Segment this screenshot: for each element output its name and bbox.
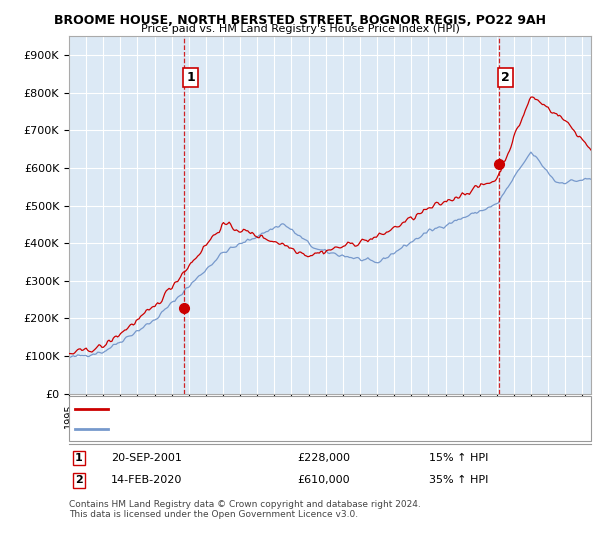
Text: 1: 1 <box>187 71 196 83</box>
Text: HPI: Average price, detached house, Arun: HPI: Average price, detached house, Arun <box>114 423 318 433</box>
Text: BROOME HOUSE, NORTH BERSTED STREET, BOGNOR REGIS, PO22 9AH (detached house): BROOME HOUSE, NORTH BERSTED STREET, BOGN… <box>114 404 551 414</box>
Text: 1: 1 <box>75 453 83 463</box>
Text: 20-SEP-2001: 20-SEP-2001 <box>111 453 182 463</box>
Text: 14-FEB-2020: 14-FEB-2020 <box>111 475 182 486</box>
Text: £228,000: £228,000 <box>297 453 350 463</box>
Text: 35% ↑ HPI: 35% ↑ HPI <box>429 475 488 486</box>
Text: 2: 2 <box>75 475 83 486</box>
Text: 2: 2 <box>502 71 510 83</box>
Text: £610,000: £610,000 <box>297 475 350 486</box>
Text: Contains HM Land Registry data © Crown copyright and database right 2024.
This d: Contains HM Land Registry data © Crown c… <box>69 500 421 519</box>
Text: 15% ↑ HPI: 15% ↑ HPI <box>429 453 488 463</box>
Text: BROOME HOUSE, NORTH BERSTED STREET, BOGNOR REGIS, PO22 9AH: BROOME HOUSE, NORTH BERSTED STREET, BOGN… <box>54 14 546 27</box>
Text: Price paid vs. HM Land Registry's House Price Index (HPI): Price paid vs. HM Land Registry's House … <box>140 24 460 34</box>
